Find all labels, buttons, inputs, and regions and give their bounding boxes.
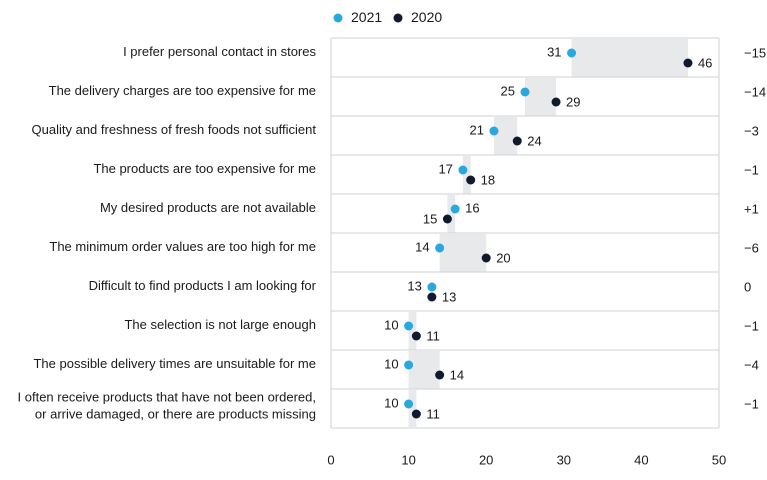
change-label: 0 bbox=[744, 279, 751, 294]
category-label: The products are too expensive for me bbox=[93, 161, 316, 176]
point-2021 bbox=[567, 48, 577, 58]
legend-marker-2021 bbox=[333, 13, 343, 23]
gap-band bbox=[408, 390, 417, 428]
point-2020 bbox=[481, 253, 491, 263]
point-2021 bbox=[520, 87, 530, 97]
data-label-2020: 14 bbox=[450, 367, 464, 382]
change-label: −3 bbox=[744, 123, 759, 138]
x-tick-label-40: 40 bbox=[634, 452, 648, 467]
x-tick-label-10: 10 bbox=[401, 452, 415, 467]
category-label: The minimum order values are too high fo… bbox=[49, 239, 316, 254]
legend-label-2021: 2021 bbox=[351, 9, 382, 25]
x-tick-label-20: 20 bbox=[479, 452, 493, 467]
change-label: +1 bbox=[744, 201, 759, 216]
point-2020 bbox=[435, 370, 445, 380]
row-4: 17 18 The products are too expensive for m… bbox=[93, 154, 759, 195]
gap-band bbox=[462, 156, 471, 194]
data-label-2021: 10 bbox=[384, 395, 398, 410]
change-label: −1 bbox=[744, 162, 759, 177]
row-8: 10 11 The selection is not large enough −1 bbox=[124, 310, 759, 351]
data-label-2021: 14 bbox=[415, 239, 429, 254]
category-label: I often receive products that have not b… bbox=[18, 389, 316, 404]
data-label-2020: 20 bbox=[496, 250, 510, 265]
category-label: The selection is not large enough bbox=[124, 317, 316, 332]
row-10: 10 11 I often receive products that have n… bbox=[18, 388, 759, 429]
x-tick-label-0: 0 bbox=[327, 452, 334, 467]
category-label: The possible delivery times are unsuitab… bbox=[33, 356, 316, 371]
point-2020 bbox=[512, 136, 522, 146]
row-5: 16 15 My desired products are not availabl… bbox=[100, 193, 759, 234]
data-label-2020: 18 bbox=[481, 172, 495, 187]
gap-band bbox=[408, 351, 440, 389]
change-label: −6 bbox=[744, 240, 759, 255]
gap-band bbox=[408, 312, 417, 350]
row-3: 21 24 Quality and freshness of fresh foods… bbox=[32, 115, 759, 156]
data-label-2020: 11 bbox=[426, 328, 440, 343]
x-axis: 0 10 20 30 40 50 bbox=[327, 452, 726, 467]
data-label-2021: 16 bbox=[465, 200, 479, 215]
chart-rows: 31 46 I prefer personal contact in stores −… bbox=[18, 37, 766, 429]
change-label: −4 bbox=[744, 357, 759, 372]
point-2020 bbox=[683, 58, 693, 68]
gap-band bbox=[493, 117, 518, 155]
data-label-2021: 10 bbox=[384, 356, 398, 371]
category-label: I prefer personal contact in stores bbox=[123, 44, 316, 59]
category-label: The delivery charges are too expensive f… bbox=[49, 83, 316, 98]
data-label-2021: 21 bbox=[469, 122, 483, 137]
legend-marker-2020 bbox=[393, 13, 403, 23]
data-label-2020: 46 bbox=[698, 55, 712, 70]
point-2021 bbox=[450, 204, 460, 214]
point-2021 bbox=[427, 282, 437, 292]
point-2021 bbox=[404, 360, 414, 370]
change-label: −14 bbox=[744, 84, 766, 99]
category-label: or arrive damaged, or there are products… bbox=[35, 406, 316, 421]
change-label: −1 bbox=[744, 396, 759, 411]
legend: 2021 2020 bbox=[333, 9, 442, 25]
point-2021 bbox=[435, 243, 445, 253]
point-2020 bbox=[411, 409, 421, 419]
data-label-2021: 31 bbox=[547, 44, 561, 59]
change-label: −1 bbox=[744, 318, 759, 333]
category-label: Quality and freshness of fresh foods not… bbox=[32, 122, 317, 137]
data-label-2020: 29 bbox=[566, 94, 580, 109]
category-label: Difficult to find products I am looking … bbox=[89, 278, 317, 293]
gap-band bbox=[571, 39, 688, 77]
gap-band bbox=[525, 78, 557, 116]
gap-band bbox=[447, 195, 456, 233]
row-2: 25 29 The delivery charges are too expensi… bbox=[49, 76, 766, 117]
point-2021 bbox=[404, 399, 414, 409]
legend-label-2020: 2020 bbox=[411, 9, 442, 25]
x-tick-label-50: 50 bbox=[712, 452, 726, 467]
data-label-2021: 13 bbox=[407, 278, 421, 293]
point-2020 bbox=[466, 175, 476, 185]
data-label-2021: 17 bbox=[438, 161, 452, 176]
category-label: My desired products are not available bbox=[100, 200, 316, 215]
point-2020 bbox=[411, 331, 421, 341]
data-label-2021: 10 bbox=[384, 317, 398, 332]
row-1: 31 46 I prefer personal contact in stores −… bbox=[123, 37, 766, 78]
row-7: 13 13 Difficult to find products I am look… bbox=[89, 271, 751, 312]
x-tick-label-30: 30 bbox=[557, 452, 571, 467]
point-2020 bbox=[551, 97, 561, 107]
point-2021 bbox=[404, 321, 414, 331]
point-2020 bbox=[427, 292, 437, 302]
data-label-2020: 11 bbox=[426, 406, 440, 421]
row-6: 14 20 The minimum order values are too hig… bbox=[49, 232, 759, 273]
point-2021 bbox=[458, 165, 468, 175]
change-label: −15 bbox=[744, 45, 766, 60]
data-label-2020: 13 bbox=[442, 289, 456, 304]
data-label-2021: 25 bbox=[501, 83, 515, 98]
data-label-2020: 15 bbox=[423, 211, 437, 226]
point-2021 bbox=[489, 126, 499, 136]
point-2020 bbox=[442, 214, 452, 224]
gap-band bbox=[439, 234, 487, 272]
row-9: 10 14 The possible delivery times are unsu… bbox=[33, 349, 759, 390]
data-label-2020: 24 bbox=[527, 133, 541, 148]
